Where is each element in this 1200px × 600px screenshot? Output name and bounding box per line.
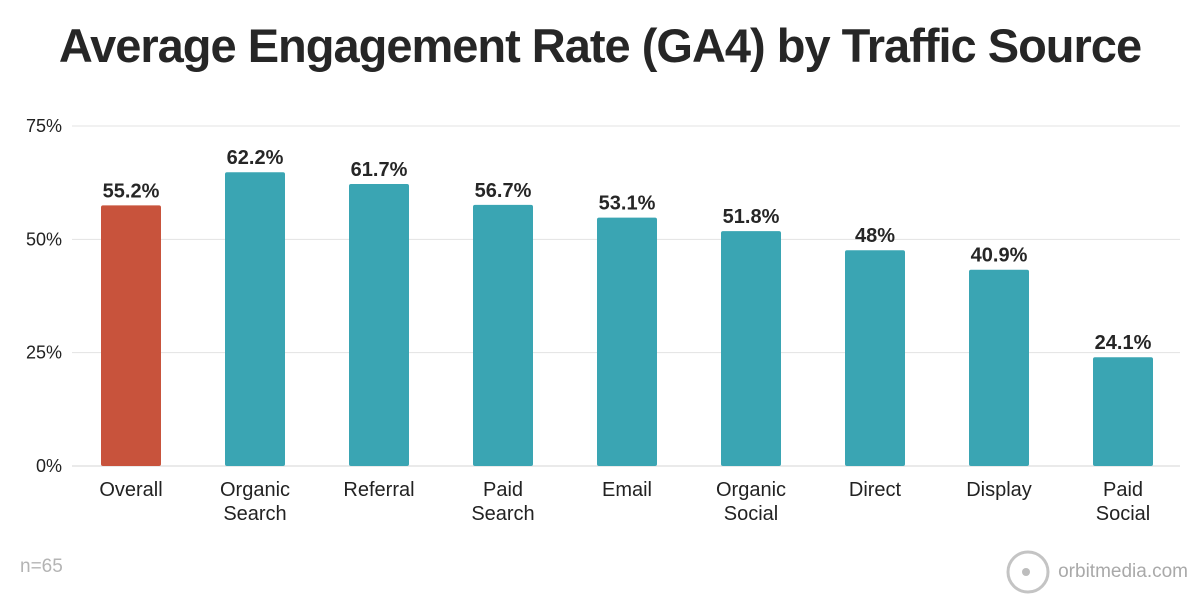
brand-name: orbitmedia.com (1058, 561, 1188, 582)
data-label: 55.2% (103, 180, 160, 202)
category-label-line: Organic (220, 479, 290, 501)
category-label-line: Direct (849, 479, 902, 501)
y-tick-label: 25% (26, 343, 62, 363)
bar (721, 231, 781, 466)
sample-size-note: n=65 (20, 556, 63, 577)
category-label-line: Search (223, 503, 286, 525)
category-label-line: Paid (1103, 479, 1143, 501)
bar (597, 217, 657, 466)
category-label: Organic Search (220, 479, 290, 525)
data-label: 53.1% (599, 193, 656, 215)
category-label-line: Overall (99, 479, 162, 501)
bar (349, 184, 409, 466)
category-label: Paid Social (1096, 479, 1150, 525)
bar (473, 204, 533, 466)
data-label: 40.9% (971, 245, 1028, 267)
orbit-logo-icon (1006, 550, 1050, 594)
category-label-line: Social (724, 503, 778, 525)
category-label-line: Email (602, 479, 652, 501)
bar (101, 205, 161, 467)
bar (969, 269, 1029, 466)
data-label: 24.1% (1095, 332, 1152, 354)
category-label-line: Referral (343, 479, 414, 501)
bar (845, 250, 905, 466)
data-label: 61.7% (351, 159, 408, 181)
y-tick-label: 50% (26, 229, 62, 249)
y-tick-label: 0% (36, 456, 62, 476)
category-label-line: Social (1096, 503, 1150, 525)
category-label: Display (966, 479, 1032, 501)
y-axis-ticks: 0% 25% 50% 75% (26, 116, 62, 476)
category-label: Overall (99, 479, 162, 501)
category-label-line: Display (966, 479, 1032, 501)
category-label: Email (602, 479, 652, 501)
brand-footer[interactable]: orbitmedia.com (1006, 550, 1188, 594)
chart-title: Average Engagement Rate (GA4) by Traffic… (58, 19, 1142, 72)
data-labels: 55.2% 62.2% 61.7% 56.7% 53.1% 51.8% 48% 40.9% 24… (103, 147, 1152, 354)
category-label: Organic Social (716, 479, 786, 525)
category-label-line: Search (471, 503, 534, 525)
bar (225, 172, 285, 467)
data-label: 48% (855, 225, 895, 247)
data-label: 56.7% (475, 180, 532, 202)
bars (101, 172, 1153, 467)
category-label: Direct (849, 479, 902, 501)
category-label-line: Paid (483, 479, 523, 501)
category-label: Referral (343, 479, 414, 501)
data-label: 51.8% (723, 206, 780, 228)
data-label: 62.2% (227, 147, 284, 169)
y-tick-label: 75% (26, 116, 62, 136)
bar (1093, 357, 1153, 466)
category-label-line: Organic (716, 479, 786, 501)
category-label: Paid Search (471, 479, 534, 525)
